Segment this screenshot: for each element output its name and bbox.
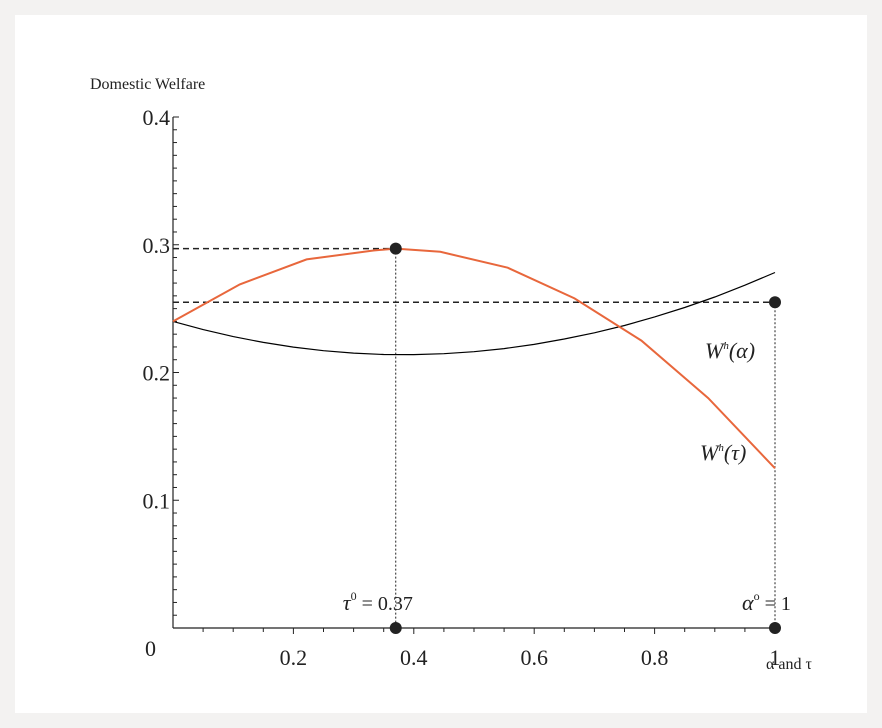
- y-tick-label: 0.1: [143, 488, 171, 513]
- axis-point: [389, 622, 402, 634]
- x-tick-label: 0.2: [280, 645, 308, 670]
- optimum-label: αo = 1: [742, 589, 791, 615]
- series-label: Wh(τ): [700, 440, 746, 465]
- x-tick-label: 0.4: [400, 645, 428, 670]
- axis-point: [769, 622, 781, 634]
- y-tick-label: 0.3: [143, 233, 171, 258]
- series-line: [172, 271, 776, 356]
- y-tick-label: 0.2: [143, 361, 171, 386]
- series-line: [172, 247, 776, 469]
- x-tick-label: 0.8: [641, 645, 669, 670]
- y-tick-label: 0.4: [143, 105, 171, 130]
- optimum-point: [769, 296, 781, 309]
- x-tick-label: 0.6: [520, 645, 548, 670]
- optimum-label: τ0 = 0.37: [343, 589, 413, 615]
- x-tick-label: 1: [770, 645, 781, 670]
- origin-label: 0: [145, 636, 156, 661]
- x-axis-title: α and τ: [766, 656, 812, 673]
- y-axis-title: Domestic Welfare: [90, 76, 205, 93]
- series-label: Wh(α): [705, 338, 755, 363]
- chart-panel: [15, 15, 867, 713]
- optimum-point: [389, 242, 402, 255]
